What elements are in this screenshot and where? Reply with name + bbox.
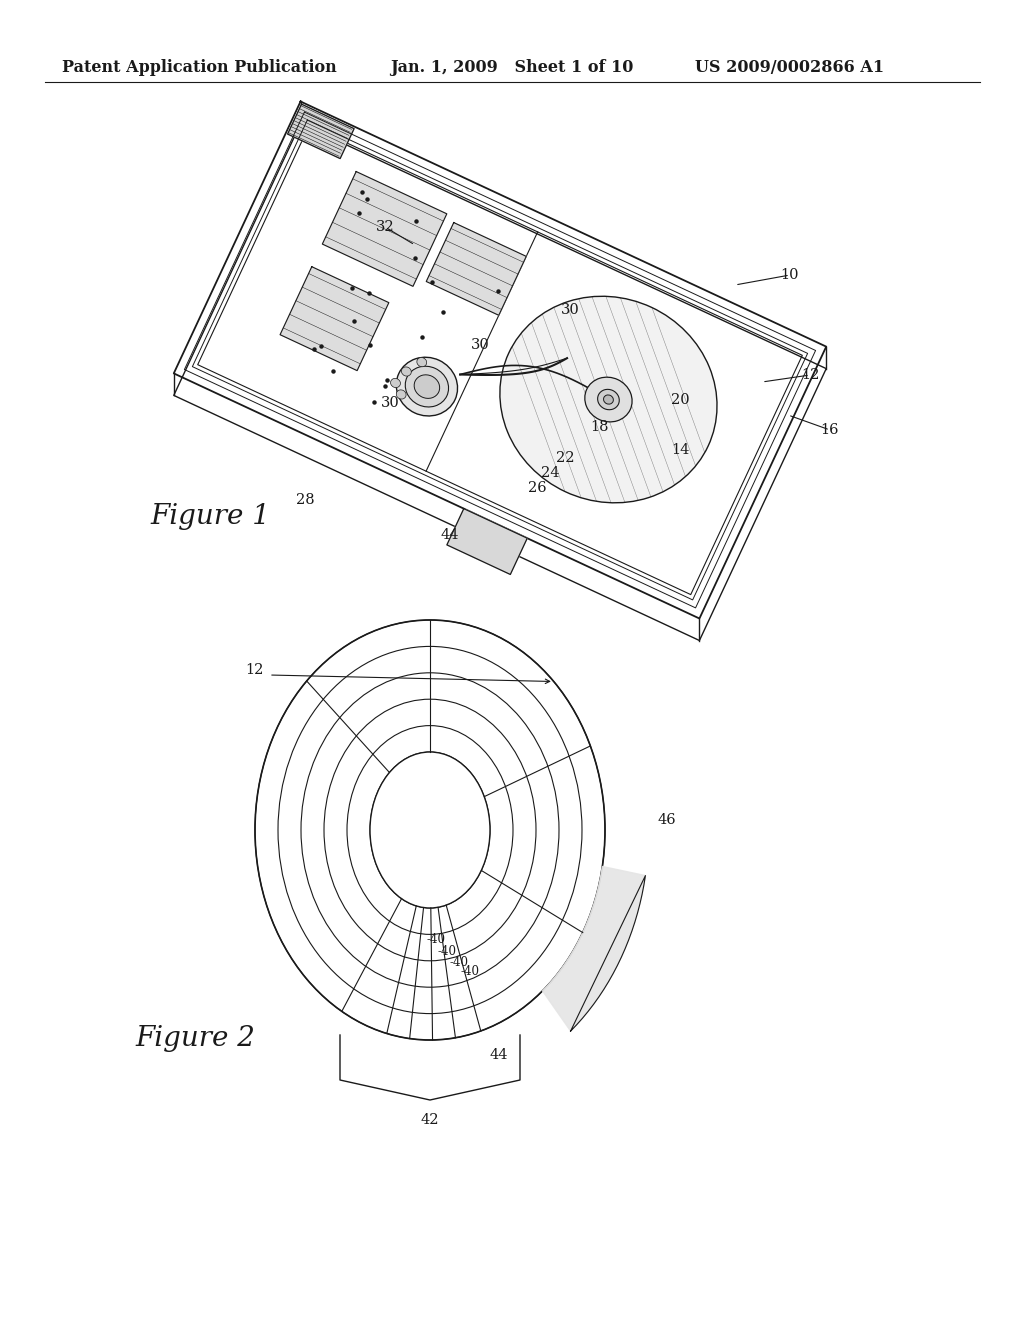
Ellipse shape — [370, 752, 490, 908]
Text: -40: -40 — [461, 965, 479, 978]
Ellipse shape — [500, 296, 717, 503]
Polygon shape — [288, 104, 354, 158]
Text: 46: 46 — [657, 813, 676, 826]
Text: 12: 12 — [801, 368, 819, 381]
Text: US 2009/0002866 A1: US 2009/0002866 A1 — [695, 59, 884, 77]
Text: Figure 1: Figure 1 — [150, 503, 270, 531]
Text: 12: 12 — [246, 663, 264, 677]
Text: -40: -40 — [450, 956, 468, 969]
Text: 16: 16 — [821, 422, 840, 437]
Polygon shape — [281, 267, 389, 371]
Polygon shape — [174, 102, 826, 619]
Text: 26: 26 — [527, 480, 547, 495]
Polygon shape — [426, 223, 526, 315]
Ellipse shape — [598, 389, 620, 409]
Text: 30: 30 — [560, 304, 580, 317]
Text: 20: 20 — [671, 393, 689, 407]
Text: 22: 22 — [556, 451, 574, 465]
Text: 28: 28 — [296, 492, 314, 507]
Text: 10: 10 — [780, 268, 800, 282]
Ellipse shape — [417, 358, 427, 367]
Text: 44: 44 — [490, 1048, 509, 1063]
Text: -40: -40 — [438, 945, 457, 958]
Ellipse shape — [585, 378, 632, 422]
Ellipse shape — [396, 389, 407, 399]
Text: 24: 24 — [541, 466, 559, 480]
Text: 32: 32 — [376, 220, 394, 234]
Polygon shape — [543, 866, 645, 1031]
Text: 30: 30 — [381, 396, 399, 411]
Text: 14: 14 — [671, 444, 689, 457]
Ellipse shape — [390, 379, 400, 388]
Ellipse shape — [255, 620, 605, 1040]
Text: 42: 42 — [421, 1113, 439, 1127]
Text: Patent Application Publication: Patent Application Publication — [62, 59, 337, 77]
Ellipse shape — [406, 366, 449, 407]
Ellipse shape — [414, 375, 439, 399]
Text: -40: -40 — [426, 933, 445, 946]
Text: 18: 18 — [591, 420, 609, 434]
Text: 44: 44 — [440, 528, 459, 543]
Text: Jan. 1, 2009   Sheet 1 of 10: Jan. 1, 2009 Sheet 1 of 10 — [390, 59, 634, 77]
Ellipse shape — [603, 395, 613, 404]
Ellipse shape — [396, 358, 458, 416]
Text: Figure 2: Figure 2 — [135, 1024, 255, 1052]
Text: 30: 30 — [471, 338, 489, 352]
Polygon shape — [323, 172, 446, 286]
Ellipse shape — [401, 367, 412, 376]
Polygon shape — [446, 508, 527, 574]
